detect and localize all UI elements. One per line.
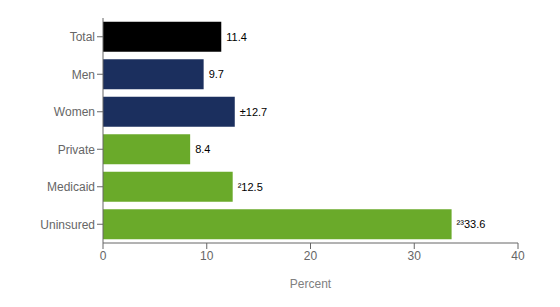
svg-text:20: 20: [304, 249, 318, 263]
svg-text:Medicaid: Medicaid: [47, 180, 95, 194]
svg-text:10: 10: [200, 249, 214, 263]
svg-text:Total: Total: [70, 30, 95, 44]
svg-text:Women: Women: [54, 105, 95, 119]
svg-text:Percent: Percent: [290, 277, 332, 291]
svg-text:Private: Private: [58, 143, 96, 157]
svg-text:40: 40: [511, 249, 525, 263]
svg-text:²³33.6: ²³33.6: [457, 218, 486, 230]
svg-text:±12.7: ±12.7: [240, 106, 267, 118]
svg-text:²12.5: ²12.5: [238, 181, 263, 193]
svg-text:8.4: 8.4: [195, 143, 210, 155]
svg-text:11.4: 11.4: [226, 31, 247, 43]
svg-text:0: 0: [100, 249, 107, 263]
svg-text:30: 30: [408, 249, 422, 263]
svg-text:Men: Men: [72, 68, 95, 82]
svg-text:Uninsured: Uninsured: [40, 218, 95, 232]
svg-text:9.7: 9.7: [209, 68, 224, 80]
